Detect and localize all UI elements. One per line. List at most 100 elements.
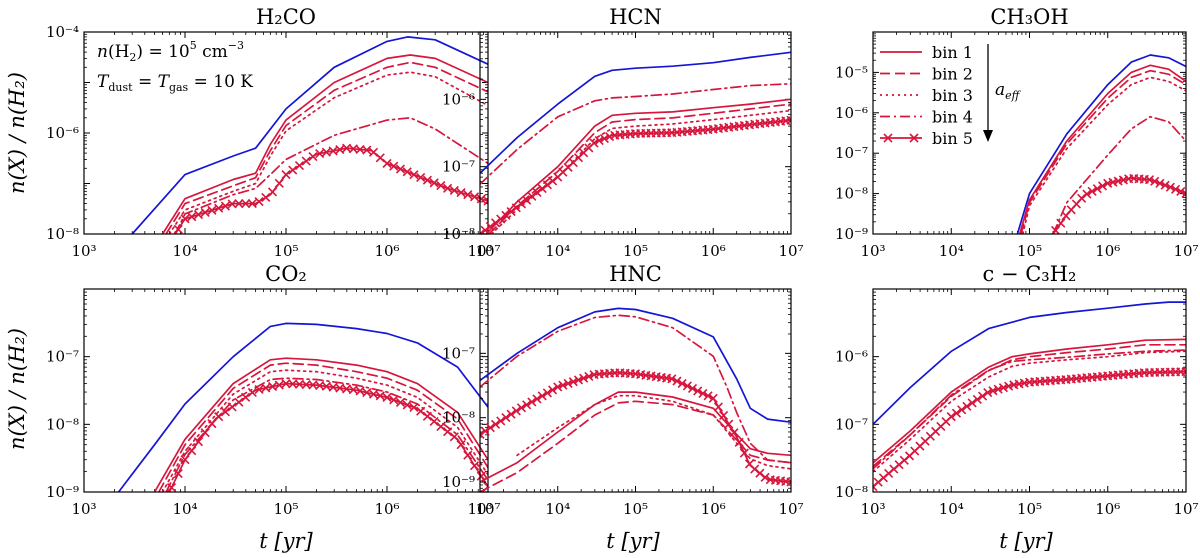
series-bin-5-line xyxy=(480,119,791,234)
x-marker xyxy=(187,212,197,222)
x-marker xyxy=(667,374,677,384)
axes-frame xyxy=(479,288,792,493)
x-tick-label: 10⁵ xyxy=(273,500,298,518)
y-tick-label: 10⁻⁹ xyxy=(835,225,868,243)
x-marker xyxy=(548,385,558,395)
x-marker xyxy=(166,482,177,492)
x-marker xyxy=(1097,181,1108,191)
x-marker xyxy=(267,381,278,392)
series-reference-line xyxy=(480,307,791,424)
series-bin-1-line xyxy=(480,391,791,483)
x-marker xyxy=(511,203,521,213)
y-tick-label: 10⁻⁸ xyxy=(442,225,475,243)
x-marker xyxy=(542,180,552,190)
x-marker xyxy=(542,388,552,398)
series-group xyxy=(480,51,791,234)
x-marker xyxy=(1144,175,1155,185)
x-marker xyxy=(429,178,439,188)
y-tick-label: 10⁻⁸ xyxy=(46,415,79,433)
series-bin-3-line xyxy=(516,394,791,470)
x-marker xyxy=(254,384,264,394)
x-marker xyxy=(409,170,419,180)
x-marker xyxy=(496,416,506,426)
x-marker xyxy=(485,423,495,433)
legend-label-3: bin 3 xyxy=(932,86,973,105)
x-marker xyxy=(449,185,459,196)
x-marker xyxy=(506,206,516,217)
x-marker xyxy=(241,392,251,402)
x-marker xyxy=(443,183,453,193)
panel-title: H₂CO xyxy=(256,5,316,29)
x-tick-label: 10⁵ xyxy=(623,500,648,518)
x-marker xyxy=(389,395,399,405)
legend-x-marker xyxy=(883,133,893,143)
y-tick-label: 10⁻⁷ xyxy=(442,344,475,362)
x-marker xyxy=(469,192,480,202)
xlabel-left: t [yr] xyxy=(259,529,313,553)
x-marker xyxy=(501,413,511,423)
x-marker xyxy=(422,175,432,185)
series-group xyxy=(480,307,791,492)
series-bin-3-line xyxy=(1021,76,1186,234)
x-marker xyxy=(429,416,439,427)
x-marker xyxy=(693,386,703,396)
y-tick-label: 10⁻⁷ xyxy=(46,348,79,366)
x-tick-label: 10⁵ xyxy=(623,242,648,260)
x-marker xyxy=(355,386,365,396)
x-marker xyxy=(456,440,466,450)
x-marker xyxy=(1155,178,1165,188)
x-marker xyxy=(449,432,459,442)
panel-5: c − C₃H₂ 10³ 10⁴ 10⁵ 10⁶ 10⁷ 10⁻⁸ 10⁻⁷ 10⁻⁶ xyxy=(835,262,1199,518)
x-marker xyxy=(998,383,1008,393)
x-marker xyxy=(1165,182,1175,192)
x-marker xyxy=(1056,218,1066,228)
x-marker xyxy=(247,387,257,398)
x-marker xyxy=(713,402,723,412)
series-bin-2-line xyxy=(873,343,1186,468)
series-bin-4-line xyxy=(480,314,791,464)
x-marker xyxy=(274,380,284,390)
x-marker xyxy=(288,165,298,175)
x-marker xyxy=(368,389,379,399)
x-marker xyxy=(579,373,589,383)
x-marker xyxy=(382,158,392,168)
x-marker xyxy=(516,403,527,413)
y-tick-label: 10⁻⁷ xyxy=(835,415,868,433)
xlabel-middle: t [yr] xyxy=(606,529,660,553)
axes-frame xyxy=(872,31,1187,235)
x-marker xyxy=(402,167,412,177)
series-bin-4-line xyxy=(165,377,488,492)
x-marker xyxy=(480,426,490,436)
x-marker xyxy=(599,133,609,144)
x-marker xyxy=(532,394,542,404)
x-marker xyxy=(522,400,532,410)
x-marker xyxy=(496,214,506,224)
x-marker xyxy=(1004,381,1014,391)
x-marker xyxy=(946,412,956,422)
x-marker xyxy=(173,469,183,479)
axes-frame xyxy=(83,31,489,235)
x-marker xyxy=(180,214,190,224)
x-tick-label: 10⁷ xyxy=(475,500,500,518)
x-marker xyxy=(553,382,563,392)
x-marker xyxy=(672,376,682,386)
x-tick-label: 10⁶ xyxy=(701,242,726,260)
x-tick-label: 10⁷ xyxy=(778,500,803,518)
y-tick-label: 10⁻⁹ xyxy=(442,473,475,491)
x-marker xyxy=(321,147,331,157)
xlabel-right: t [yr] xyxy=(999,529,1053,553)
series-reference-line xyxy=(131,36,488,234)
x-marker xyxy=(207,205,217,215)
x-marker xyxy=(522,195,532,205)
x-marker xyxy=(200,207,210,217)
x-marker xyxy=(187,446,197,456)
legend-arrow-label: aeff xyxy=(995,80,1022,102)
x-tick-label: 10⁴ xyxy=(172,500,197,518)
x-marker xyxy=(972,394,982,405)
x-tick-label: 10⁷ xyxy=(1173,242,1198,260)
x-marker xyxy=(957,405,967,415)
x-marker xyxy=(375,153,385,163)
x-tick-label: 10³ xyxy=(467,500,492,518)
